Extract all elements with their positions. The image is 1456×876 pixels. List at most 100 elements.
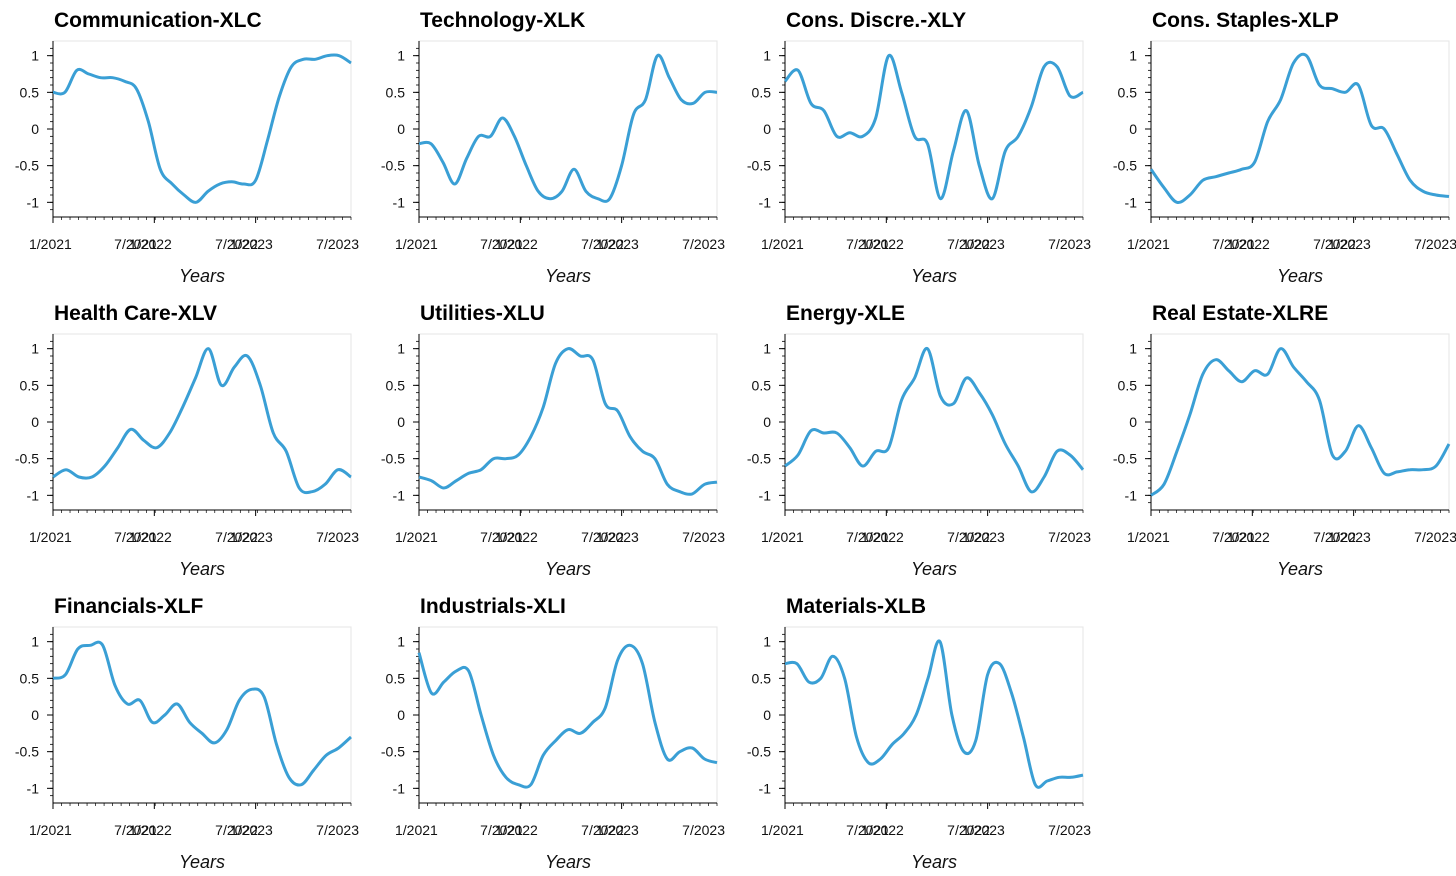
x-tick-label: 1/2022 xyxy=(861,236,904,252)
chart-title: Utilities-XLU xyxy=(420,302,545,325)
series-line xyxy=(418,53,718,203)
series-line xyxy=(1149,52,1450,204)
x-tick-label: 1/2021 xyxy=(395,822,438,838)
series-line xyxy=(783,53,1084,201)
x-tick-label: 7/2023 xyxy=(316,236,359,252)
chart-panel: Cons. Discre.-XLY 1 0.5 0 -0.5 -1 1/2021 7/2021… xyxy=(747,9,1091,286)
plot-frame xyxy=(784,40,1084,218)
y-tick-label: 1 xyxy=(31,634,39,650)
y-tick-label: 0 xyxy=(397,121,405,137)
x-tick-label: 7/2022 xyxy=(581,822,624,838)
y-tick-label: 1 xyxy=(397,341,405,357)
y-tick-label: 0.5 xyxy=(1118,84,1138,100)
y-tick-label: 0.5 xyxy=(20,670,40,686)
y-tick-label: -1 xyxy=(27,780,40,796)
y-tick-label: 0 xyxy=(31,707,39,723)
x-axis-label: Years xyxy=(1277,266,1323,286)
chart-title: Cons. Discre.-XLY xyxy=(786,9,966,32)
y-tick-label: -0.5 xyxy=(381,158,405,174)
x-tick-label: 7/2023 xyxy=(682,529,725,545)
x-tick-label: 1/2022 xyxy=(495,822,538,838)
chart-title: Technology-XLK xyxy=(420,9,585,32)
series-line xyxy=(784,639,1084,789)
y-tick-label: 0 xyxy=(763,414,771,430)
series-line xyxy=(52,347,352,495)
y-tick-label: 1 xyxy=(397,48,405,64)
x-axis-label: Years xyxy=(179,852,225,872)
y-tick-label: 0 xyxy=(763,707,771,723)
plot-frame xyxy=(784,333,1084,511)
chart-title: Financials-XLF xyxy=(54,595,204,618)
x-tick-label: 1/2023 xyxy=(1328,236,1371,252)
chart-title: Industrials-XLI xyxy=(420,595,566,618)
x-tick-label: 7/2022 xyxy=(581,236,624,252)
y-tick-label: 0.5 xyxy=(20,377,40,393)
x-tick-label: 1/2021 xyxy=(395,529,438,545)
x-axis-label: Years xyxy=(911,852,957,872)
y-tick-label: -1 xyxy=(759,780,772,796)
x-axis-label: Years xyxy=(179,266,225,286)
y-tick-label: -1 xyxy=(27,487,40,503)
y-tick-label: -1 xyxy=(393,487,406,503)
x-axis-label: Years xyxy=(1277,559,1323,579)
y-tick-label: -1 xyxy=(1125,487,1138,503)
x-tick-label: 1/2023 xyxy=(230,529,273,545)
chart-panel: Cons. Staples-XLP 1 0.5 0 -0.5 -1 1/2021 7/2021… xyxy=(1113,9,1456,286)
y-tick-label: -0.5 xyxy=(381,744,405,760)
y-tick-label: 0 xyxy=(397,414,405,430)
y-tick-label: 0.5 xyxy=(1118,377,1138,393)
x-tick-label: 7/2022 xyxy=(947,529,990,545)
y-tick-label: 0.5 xyxy=(752,377,772,393)
y-tick-label: -0.5 xyxy=(15,158,39,174)
y-tick-label: 0.5 xyxy=(386,377,406,393)
y-tick-label: -1 xyxy=(1125,194,1138,210)
chart-title: Materials-XLB xyxy=(786,595,926,618)
plot-frame xyxy=(418,626,718,804)
series-line xyxy=(1150,347,1451,497)
x-tick-label: 7/2023 xyxy=(316,529,359,545)
y-tick-label: 1 xyxy=(31,341,39,357)
y-tick-label: 1 xyxy=(1129,341,1137,357)
y-tick-label: 0 xyxy=(1129,121,1137,137)
chart-title: Cons. Staples-XLP xyxy=(1152,9,1339,32)
y-tick-label: -1 xyxy=(27,194,40,210)
y-tick-label: -0.5 xyxy=(381,451,405,467)
y-tick-label: 0.5 xyxy=(386,84,406,100)
x-tick-label: 1/2022 xyxy=(129,822,172,838)
x-axis-label: Years xyxy=(911,266,957,286)
x-tick-label: 7/2021 xyxy=(114,822,157,838)
x-tick-label: 7/2021 xyxy=(846,236,889,252)
series-line xyxy=(52,53,352,204)
y-tick-label: -1 xyxy=(393,780,406,796)
series-line xyxy=(52,640,352,787)
y-tick-label: -1 xyxy=(759,194,772,210)
x-tick-label: 1/2021 xyxy=(761,822,804,838)
x-tick-label: 1/2022 xyxy=(129,236,172,252)
plot-frame xyxy=(52,626,352,804)
x-tick-label: 7/2021 xyxy=(114,529,157,545)
x-tick-label: 7/2023 xyxy=(1414,529,1456,545)
x-tick-label: 7/2022 xyxy=(215,236,258,252)
chart-title: Health Care-XLV xyxy=(54,302,217,325)
x-tick-label: 7/2022 xyxy=(215,822,258,838)
x-tick-label: 7/2023 xyxy=(682,236,725,252)
x-tick-label: 1/2021 xyxy=(761,529,804,545)
x-tick-label: 7/2022 xyxy=(947,822,990,838)
x-tick-label: 7/2023 xyxy=(682,822,725,838)
y-tick-label: 0.5 xyxy=(752,84,772,100)
x-tick-label: 1/2021 xyxy=(1127,236,1170,252)
y-tick-label: -0.5 xyxy=(15,744,39,760)
x-tick-label: 7/2021 xyxy=(480,529,523,545)
x-tick-label: 1/2021 xyxy=(395,236,438,252)
y-tick-label: -0.5 xyxy=(1113,451,1137,467)
x-tick-label: 7/2021 xyxy=(114,236,157,252)
chart-title: Real Estate-XLRE xyxy=(1152,302,1328,325)
y-tick-label: 0 xyxy=(31,414,39,430)
y-tick-label: 0.5 xyxy=(752,670,772,686)
